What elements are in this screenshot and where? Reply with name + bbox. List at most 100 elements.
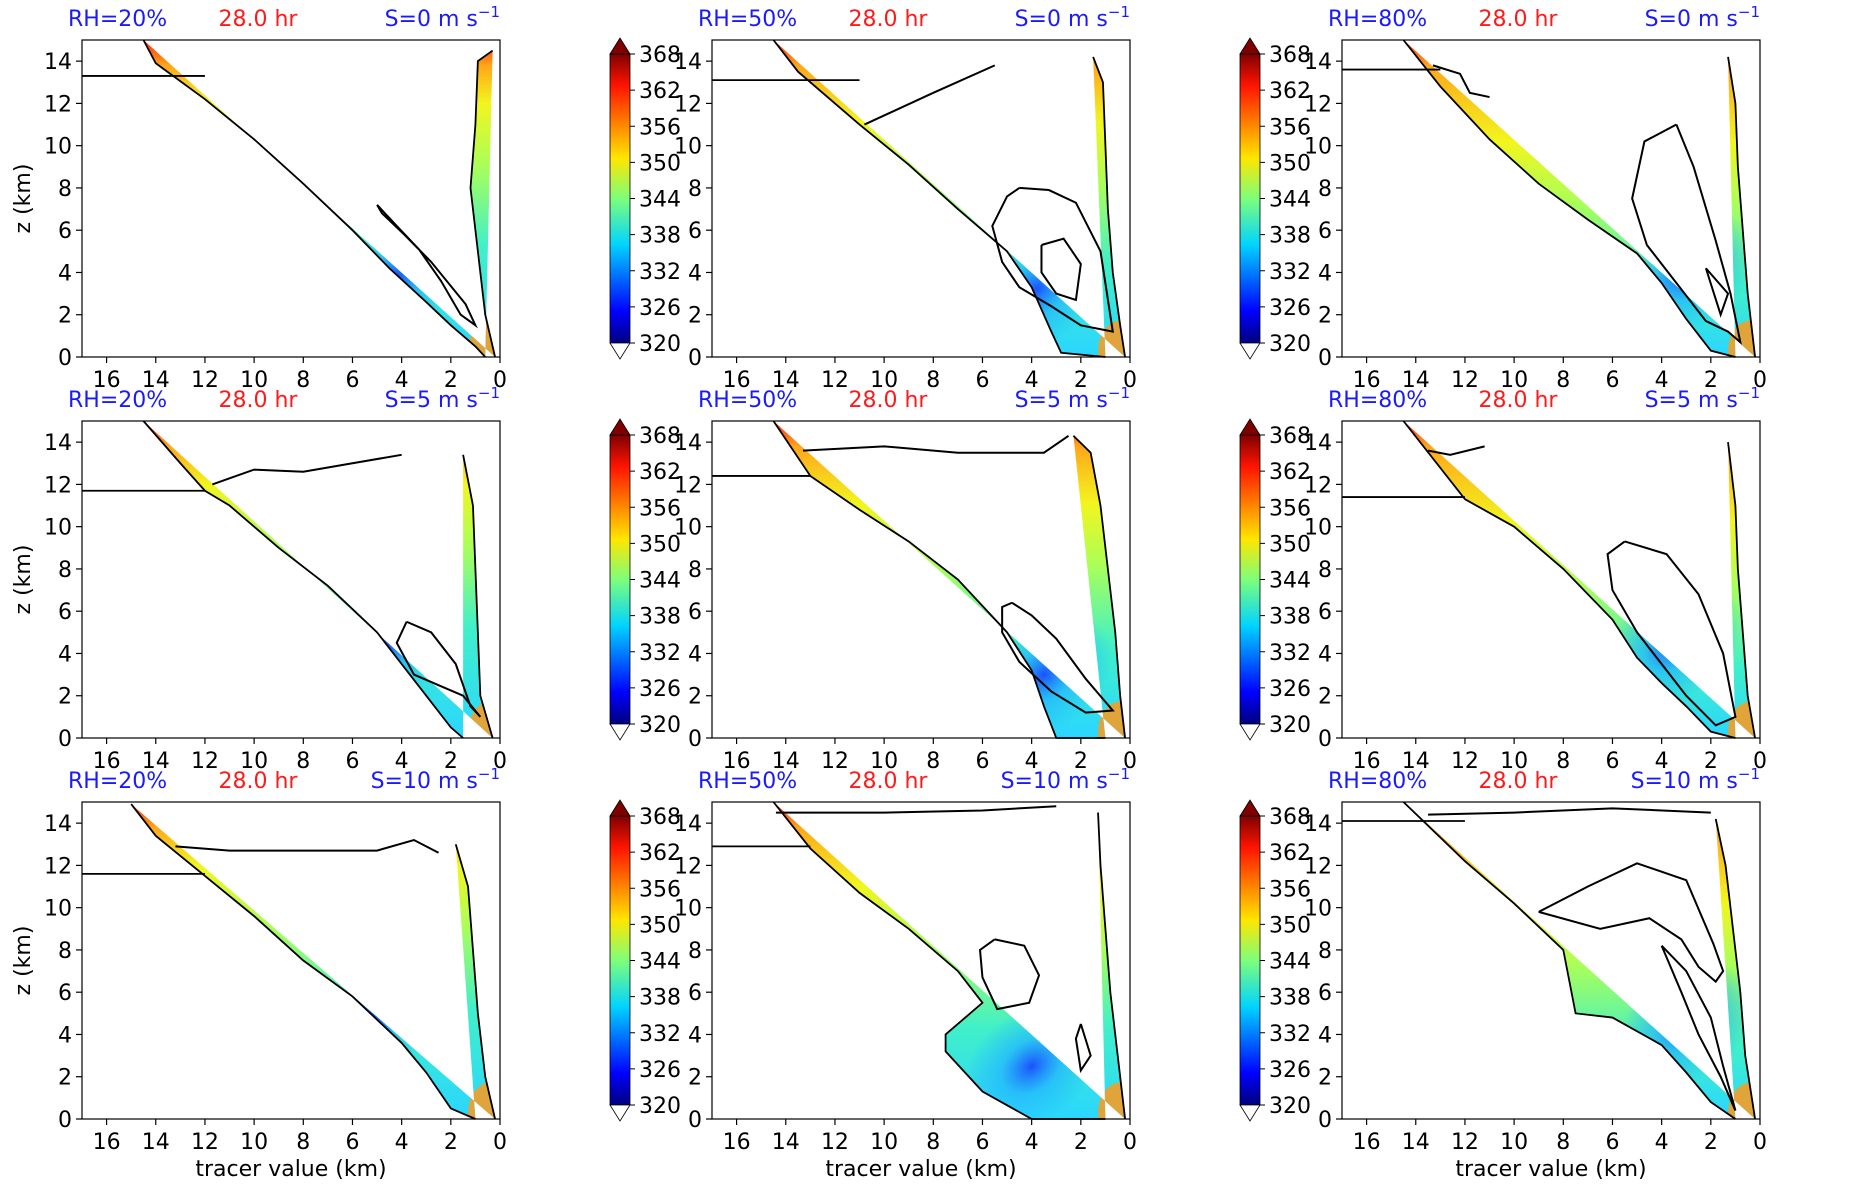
- y-axis-label: z (km): [11, 545, 36, 615]
- x-tick-label: 6: [345, 749, 359, 774]
- x-tick-label: 4: [1655, 1130, 1669, 1155]
- colorbar: [609, 434, 631, 725]
- colorbar-max-extend: [1239, 37, 1261, 55]
- colorbar-tick-label: 362: [1269, 841, 1311, 866]
- x-tick-label: 16: [93, 1130, 121, 1155]
- time-label: 28.0 hr: [849, 769, 929, 794]
- colorbar-tick-label: 320: [1269, 713, 1311, 738]
- y-tick-label: 6: [1318, 219, 1332, 244]
- x-tick-label: 8: [926, 749, 940, 774]
- shear-label-exp: −1: [1108, 3, 1130, 21]
- warm-surface: [1728, 701, 1756, 738]
- colorbar-min-extend: [609, 1104, 631, 1122]
- time-label: 28.0 hr: [1479, 388, 1559, 413]
- contour-line: [1074, 1023, 1092, 1074]
- shear-label-prefix: S=0 m s: [1015, 7, 1108, 32]
- region-edge-contour: [772, 39, 1106, 358]
- contour-line: [211, 453, 402, 486]
- shear-label: S=10 m s−1: [1001, 765, 1130, 794]
- y-tick-label: 14: [44, 50, 72, 75]
- x-tick-label: 2: [1704, 749, 1718, 774]
- y-tick-label: 6: [688, 600, 702, 625]
- x-tick-label: 2: [444, 368, 458, 393]
- shear-label-prefix: S=0 m s: [385, 7, 478, 32]
- shear-label-prefix: S=5 m s: [385, 388, 478, 413]
- y-tick-label: 8: [58, 177, 72, 202]
- colorbar-tick-label: 320: [1269, 1094, 1311, 1119]
- y-tick-label: 2: [1318, 685, 1332, 710]
- x-tick-label: 0: [1753, 368, 1767, 393]
- colorbar-tick-label: 320: [639, 332, 681, 357]
- y-tick-label: 10: [1304, 135, 1332, 160]
- y-tick-label: 0: [1318, 1108, 1332, 1133]
- x-tick-label: 2: [1704, 1130, 1718, 1155]
- colorbar-tick-label: 326: [639, 296, 681, 321]
- contour-line: [1427, 445, 1485, 456]
- colorbar-tick-label: 332: [1269, 641, 1311, 666]
- x-tick-label: 4: [1655, 749, 1669, 774]
- region-right-contour: [1727, 56, 1756, 358]
- colorbar-tick-label: 344: [639, 188, 681, 213]
- x-tick-label: 10: [240, 1130, 268, 1155]
- colorbar-tick-label: 326: [1269, 1058, 1311, 1083]
- panel: 16 14 12 10 8 6 4 2 0 0 2 4 6 8 10 12 14 RH=50% 28.0 hr S=1…: [674, 765, 1311, 1182]
- x-tick-label: 6: [1605, 749, 1619, 774]
- contour-line: [775, 805, 1057, 814]
- y-tick-label: 12: [674, 854, 702, 879]
- contour-line: [1606, 540, 1737, 727]
- colorbar-tick-label: 356: [639, 115, 681, 140]
- contour-line: [864, 64, 996, 126]
- x-tick-label: 4: [1025, 368, 1039, 393]
- colorbar: [1239, 815, 1261, 1106]
- x-tick-label: 2: [1704, 368, 1718, 393]
- rh-label: RH=20%: [68, 769, 167, 794]
- colorbar-max-extend: [609, 37, 631, 55]
- colorbar-tick-label: 350: [639, 151, 681, 176]
- panel: 16 14 12 10 8 6 4 2 0 0 2 4 6 8 10 12 14 RH=20% 28.0 hr S=5…: [11, 384, 681, 774]
- x-tick-label: 2: [1074, 749, 1088, 774]
- colorbar-tick-label: 338: [639, 986, 681, 1011]
- y-axis-label: z (km): [11, 926, 36, 996]
- x-tick-label: 14: [142, 749, 170, 774]
- y-tick-label: 2: [688, 1066, 702, 1091]
- x-tick-label: 12: [821, 368, 849, 393]
- contour-line: [1631, 123, 1742, 345]
- x-tick-label: 8: [1556, 1130, 1570, 1155]
- x-axis-label: tracer value (km): [1455, 1157, 1646, 1182]
- x-tick-label: 6: [345, 368, 359, 393]
- plot-frame: [711, 420, 1131, 739]
- y-tick-label: 10: [1304, 516, 1332, 541]
- y-tick-label: 4: [58, 261, 72, 286]
- colorbar-tick-label: 326: [1269, 677, 1311, 702]
- y-tick-label: 2: [1318, 1066, 1332, 1091]
- y-tick-label: 14: [674, 431, 702, 456]
- rh-label: RH=50%: [698, 7, 797, 32]
- x-tick-label: 14: [142, 1130, 170, 1155]
- x-tick-label: 2: [1074, 368, 1088, 393]
- contour-line: [1538, 862, 1725, 984]
- y-tick-label: 8: [1318, 558, 1332, 583]
- panel: 16 14 12 10 8 6 4 2 0 0 2 4 6 8 10 12 14 RH=50% 28.0 hr S=0…: [674, 3, 1311, 393]
- region-right-contour: [454, 844, 496, 1120]
- x-tick-label: 14: [772, 1130, 800, 1155]
- y-tick-label: 4: [688, 642, 702, 667]
- shear-label-prefix: S=10 m s: [371, 769, 478, 794]
- colorbar-tick-label: 368: [1269, 43, 1311, 68]
- colorbar-tick-label: 344: [639, 950, 681, 975]
- time-label: 28.0 hr: [1479, 769, 1559, 794]
- region-right-contour: [1714, 818, 1756, 1120]
- colorbar-tick-label: 356: [639, 877, 681, 902]
- y-tick-label: 2: [1318, 304, 1332, 329]
- shear-label-exp: −1: [478, 384, 500, 402]
- y-tick-label: 6: [688, 981, 702, 1006]
- colorbar-min-extend: [1239, 1104, 1261, 1122]
- x-tick-label: 6: [975, 749, 989, 774]
- colorbar-tick-label: 326: [1269, 296, 1311, 321]
- colorbar-tick-label: 350: [639, 532, 681, 557]
- warm-surface: [1098, 701, 1126, 738]
- colorbar-tick-label: 326: [639, 677, 681, 702]
- shear-label: S=0 m s−1: [1645, 3, 1760, 32]
- y-tick-label: 14: [44, 812, 72, 837]
- time-label: 28.0 hr: [849, 7, 929, 32]
- colorbar-tick-label: 356: [1269, 877, 1311, 902]
